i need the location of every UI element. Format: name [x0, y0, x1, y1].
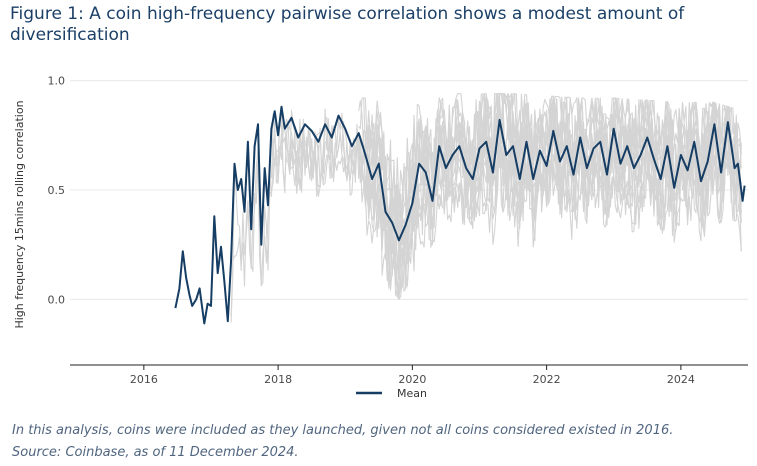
correlation-chart: 2016 2018 2020 2022 2024 0.0 0.5 1.0 High freq… — [13, 75, 748, 400]
figure-title: Figure 1: A coin high-frequency pairwise… — [10, 4, 685, 45]
y-axis-ticks: 0.0 0.5 1.0 — [48, 75, 66, 307]
y-tick-label-0: 0.0 — [48, 293, 66, 306]
figure-note: In this analysis, coins were included as… — [12, 423, 674, 438]
pairwise-line-7 — [368, 101, 742, 279]
x-tick-label-2024: 2024 — [667, 373, 695, 386]
legend: Mean — [356, 387, 427, 400]
x-axis-ticks: 2016 2018 2020 2022 2024 — [130, 365, 695, 386]
y-tick-label-2: 1.0 — [48, 75, 66, 88]
figure-source: Source: Coinbase, as of 11 December 2024… — [12, 445, 299, 460]
y-axis-label: High frequency 15mins rolling correlatio… — [13, 100, 26, 328]
pairwise-line-13 — [362, 93, 742, 218]
mean-series-line — [174, 105, 746, 325]
legend-label-mean: Mean — [397, 387, 427, 400]
y-tick-label-1: 0.5 — [48, 184, 66, 197]
x-tick-label-2020: 2020 — [398, 373, 426, 386]
x-tick-label-2018: 2018 — [264, 373, 292, 386]
x-tick-label-2022: 2022 — [533, 373, 561, 386]
x-tick-label-2016: 2016 — [130, 373, 158, 386]
